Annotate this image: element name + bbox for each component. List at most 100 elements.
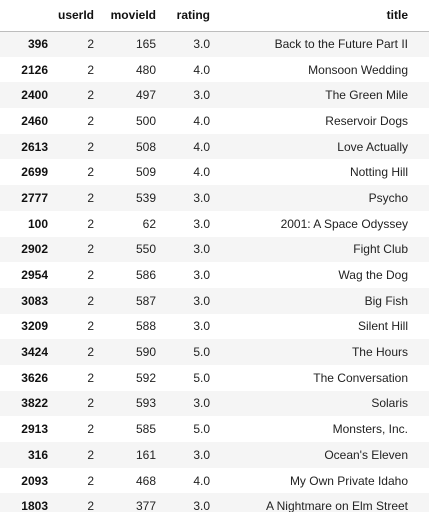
row-index: 2913 (21, 422, 48, 437)
cell-movieid: 592 (135, 370, 156, 385)
row-index: 2954 (21, 268, 48, 283)
row-index: 2777 (21, 190, 48, 205)
cell-movieid: 593 (135, 396, 156, 411)
cell-rating: 3.0 (193, 396, 210, 411)
cell-movieid: 508 (135, 139, 156, 154)
table-row: 2400 2 497 3.0 The Green Mile (0, 82, 429, 109)
cell-rating: 5.0 (193, 370, 210, 385)
cell-rating: 4.0 (193, 473, 210, 488)
row-index: 2126 (21, 62, 48, 77)
row-index: 3626 (21, 370, 48, 385)
cell-userid: 2 (87, 396, 94, 411)
column-header-rating: rating (164, 0, 218, 32)
cell-userid: 2 (87, 190, 94, 205)
cell-userid: 2 (87, 447, 94, 462)
cell-userid: 2 (87, 499, 94, 512)
row-index: 3424 (21, 345, 48, 360)
cell-rating: 3.0 (193, 447, 210, 462)
cell-movieid: 509 (135, 165, 156, 180)
cell-movieid: 480 (135, 62, 156, 77)
table-row: 2954 2 586 3.0 Wag the Dog (0, 262, 429, 288)
row-index: 2460 (21, 113, 48, 128)
cell-movieid: 550 (135, 242, 156, 257)
cell-title: Silent Hill (357, 319, 408, 334)
row-index: 2400 (21, 88, 48, 103)
cell-rating: 3.0 (193, 37, 210, 52)
row-index: 3083 (21, 293, 48, 308)
row-index: 3209 (21, 319, 48, 334)
cell-movieid: 497 (135, 88, 156, 103)
cell-rating: 3.0 (193, 242, 210, 257)
cell-movieid: 587 (135, 293, 156, 308)
table-row: 1803 2 377 3.0 A Nightmare on Elm Street (0, 493, 429, 512)
column-header-movieid: movieId (102, 0, 164, 32)
column-header-title: title (218, 0, 429, 32)
cell-userid: 2 (87, 370, 94, 385)
cell-movieid: 586 (135, 268, 156, 283)
cell-rating: 3.0 (193, 216, 210, 231)
cell-userid: 2 (87, 319, 94, 334)
cell-movieid: 468 (135, 473, 156, 488)
cell-title: Solaris (371, 396, 408, 411)
cell-title: A Nightmare on Elm Street (265, 499, 408, 512)
cell-title: The Conversation (313, 370, 408, 385)
cell-movieid: 165 (135, 37, 156, 52)
cell-rating: 3.0 (193, 268, 210, 283)
cell-rating: 3.0 (193, 499, 210, 512)
table-body: 396 2 165 3.0 Back to the Future Part II 2126… (0, 31, 429, 512)
cell-rating: 4.0 (193, 62, 210, 77)
table-row: 2613 2 508 4.0 Love Actually (0, 133, 429, 160)
cell-userid: 2 (87, 268, 94, 283)
index-column-header (0, 0, 56, 32)
cell-userid: 2 (87, 139, 94, 154)
cell-rating: 3.0 (193, 319, 210, 334)
cell-rating: 3.0 (193, 293, 210, 308)
cell-userid: 2 (87, 242, 94, 257)
cell-rating: 5.0 (193, 422, 210, 437)
cell-rating: 3.0 (193, 88, 210, 103)
cell-rating: 4.0 (193, 113, 210, 128)
cell-userid: 2 (87, 293, 94, 308)
row-index: 3822 (21, 396, 48, 411)
cell-title: The Green Mile (325, 88, 408, 103)
cell-movieid: 585 (135, 422, 156, 437)
cell-movieid: 500 (135, 113, 156, 128)
cell-userid: 2 (87, 88, 94, 103)
header-row: userId movieId rating title (0, 0, 429, 32)
table-header: userId movieId rating title (0, 0, 429, 32)
table-row: 2460 2 500 4.0 Reservoir Dogs (0, 108, 429, 134)
table-row: 2126 2 480 4.0 Monsoon Wedding (0, 56, 429, 83)
cell-title: Big Fish (364, 293, 408, 308)
table-row: 2699 2 509 4.0 Notting Hill (0, 159, 429, 186)
cell-rating: 5.0 (193, 345, 210, 360)
table-row: 396 2 165 3.0 Back to the Future Part II (0, 31, 429, 57)
cell-title: Ocean's Eleven (324, 447, 408, 462)
cell-userid: 2 (87, 165, 94, 180)
table-row: 2902 2 550 3.0 Fight Club (0, 236, 429, 263)
row-index: 2699 (21, 165, 48, 180)
row-index: 396 (27, 37, 48, 52)
row-index: 1803 (21, 499, 48, 512)
cell-movieid: 588 (135, 319, 156, 334)
cell-title: Monsoon Wedding (308, 62, 408, 77)
row-index: 316 (27, 447, 48, 462)
cell-title: Love Actually (337, 139, 408, 154)
cell-movieid: 161 (135, 447, 156, 462)
row-index: 2093 (21, 473, 48, 488)
cell-title: 2001: A Space Odyssey (280, 216, 408, 231)
cell-movieid: 62 (142, 216, 156, 231)
cell-userid: 2 (87, 37, 94, 52)
cell-title: Back to the Future Part II (274, 37, 408, 52)
table-row: 316 2 161 3.0 Ocean's Eleven (0, 442, 429, 468)
cell-title: Fight Club (353, 242, 408, 257)
table-row: 100 2 62 3.0 2001: A Space Odyssey (0, 210, 429, 237)
table-row: 3822 2 593 3.0 Solaris (0, 390, 429, 417)
column-header-userid: userId (56, 0, 102, 32)
cell-userid: 2 (87, 113, 94, 128)
cell-title: Notting Hill (349, 165, 408, 180)
table-row: 3209 2 588 3.0 Silent Hill (0, 313, 429, 340)
cell-rating: 3.0 (193, 190, 210, 205)
table-row: 2913 2 585 5.0 Monsters, Inc. (0, 416, 429, 442)
